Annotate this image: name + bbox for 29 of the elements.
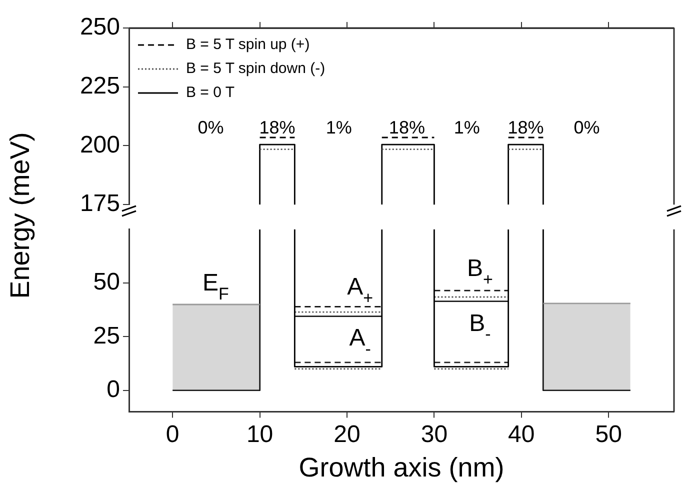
y-tick-label: 175 bbox=[80, 190, 120, 218]
annotation: 18% bbox=[508, 118, 544, 138]
legend-label: B = 5 T spin down (-) bbox=[186, 59, 326, 79]
y-tick-label: 225 bbox=[80, 72, 120, 100]
x-tick-label: 0 bbox=[166, 420, 180, 448]
annotation: B- bbox=[469, 310, 491, 344]
y-tick-label: 250 bbox=[80, 14, 120, 41]
legend-label: B = 0 T bbox=[186, 83, 235, 103]
y-axis-title: Energy (meV) bbox=[4, 132, 36, 298]
annotation: 1% bbox=[326, 118, 352, 138]
annotation: 0% bbox=[198, 118, 224, 138]
annotation: B+ bbox=[467, 255, 494, 290]
legend-label: B = 5 T spin up (+) bbox=[186, 35, 310, 55]
y-tick-label: 200 bbox=[80, 131, 120, 158]
annotation: 0% bbox=[574, 118, 600, 138]
x-tick-label: 20 bbox=[334, 420, 360, 448]
annotation: A+ bbox=[347, 273, 374, 308]
annotation: 1% bbox=[454, 118, 480, 138]
x-axis-title: Growth axis (nm) bbox=[298, 452, 504, 482]
x-tick-label: 10 bbox=[246, 420, 274, 448]
x-tick-label: 30 bbox=[420, 420, 448, 448]
y-tick-label: 0 bbox=[106, 376, 120, 403]
x-tick-label: 40 bbox=[508, 420, 535, 448]
y-tick-label: 50 bbox=[93, 268, 120, 296]
x-tick-label: 50 bbox=[595, 420, 622, 448]
annotation: 18% bbox=[388, 118, 425, 138]
annotation: A- bbox=[349, 324, 371, 358]
y-tick-label: 25 bbox=[93, 322, 120, 350]
annotation: 18% bbox=[259, 118, 296, 138]
